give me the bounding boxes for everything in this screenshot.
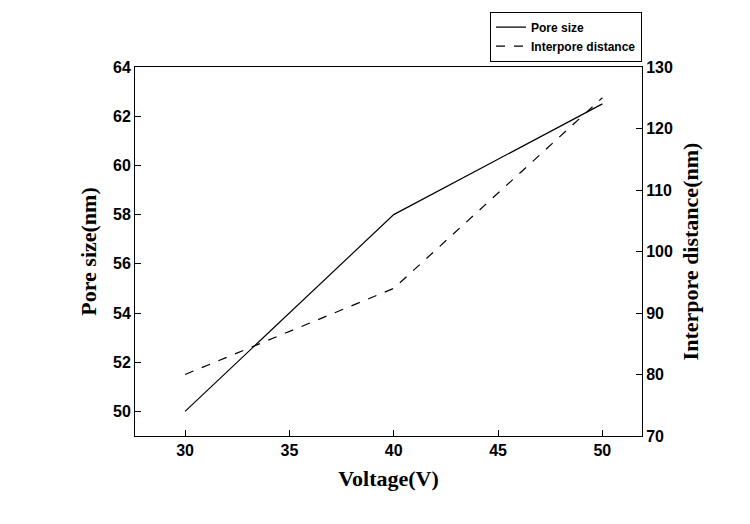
svg-text:90: 90 [646,305,664,322]
svg-text:100: 100 [646,243,673,260]
svg-text:70: 70 [646,428,664,445]
svg-text:45: 45 [489,442,507,459]
svg-text:54: 54 [113,305,131,322]
svg-text:Interpore distance: Interpore distance [531,40,635,54]
svg-text:110: 110 [646,182,672,199]
svg-text:120: 120 [646,120,673,137]
svg-text:35: 35 [281,442,299,459]
svg-text:50: 50 [593,442,611,459]
svg-text:Voltage(V): Voltage(V) [338,466,439,491]
svg-text:58: 58 [113,206,131,223]
svg-text:Pore size(nm): Pore size(nm) [76,187,101,316]
svg-text:62: 62 [113,108,131,125]
svg-text:40: 40 [385,442,403,459]
svg-text:Interpore distance(nm): Interpore distance(nm) [678,143,703,361]
svg-text:64: 64 [113,59,131,76]
svg-text:30: 30 [176,442,194,459]
svg-text:52: 52 [113,354,131,371]
svg-text:Pore size: Pore size [531,21,584,35]
svg-text:60: 60 [113,157,131,174]
svg-text:130: 130 [646,59,673,76]
svg-text:56: 56 [113,255,131,272]
svg-text:80: 80 [646,366,664,383]
svg-text:50: 50 [113,403,131,420]
